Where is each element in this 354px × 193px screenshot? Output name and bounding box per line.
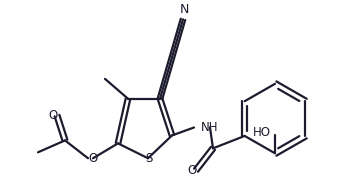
Text: HO: HO bbox=[253, 126, 271, 139]
Text: O: O bbox=[187, 164, 196, 177]
Text: O: O bbox=[88, 152, 98, 165]
Text: NH: NH bbox=[201, 121, 218, 134]
Text: O: O bbox=[48, 109, 58, 122]
Text: N: N bbox=[179, 3, 189, 16]
Text: S: S bbox=[145, 152, 153, 165]
